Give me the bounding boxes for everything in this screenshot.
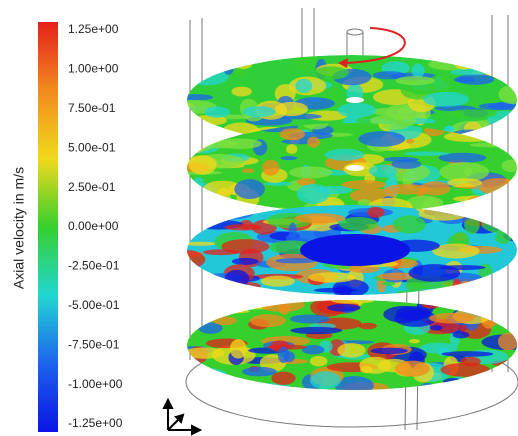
rendered-tank	[165, 8, 518, 430]
colorbar-tick-label: 0.00e+00	[68, 219, 119, 233]
velocity-slice	[167, 197, 518, 301]
colorbar-tick-label: -5.00e-01	[68, 298, 120, 312]
colorbar-label: Axial velocity in m/s	[11, 167, 27, 289]
colorbar-tick-label: 7.50e-01	[68, 101, 116, 115]
axes-icon	[164, 400, 200, 434]
colorbar-tick-label: -2.50e-01	[68, 259, 120, 273]
colorbar-tick-label: 2.50e-01	[68, 180, 116, 194]
colorbar-tick-label: 1.25e+00	[68, 22, 119, 36]
colorbar	[38, 22, 58, 432]
colorbar-tick-label: -7.50e-01	[68, 337, 120, 351]
colorbar-tick-label: -1.00e+00	[68, 377, 123, 391]
figure: Axial velocity in m/s 1.25e+00 1.00e+00 7.…	[0, 0, 518, 436]
colorbar-tick-label: -1.25e+00	[68, 416, 123, 430]
colorbar-tick-label: 5.00e-01	[68, 140, 116, 154]
shaft-top	[347, 29, 363, 35]
velocity-slice	[174, 295, 518, 396]
colorbar-tick-label: 1.00e+00	[68, 62, 119, 76]
